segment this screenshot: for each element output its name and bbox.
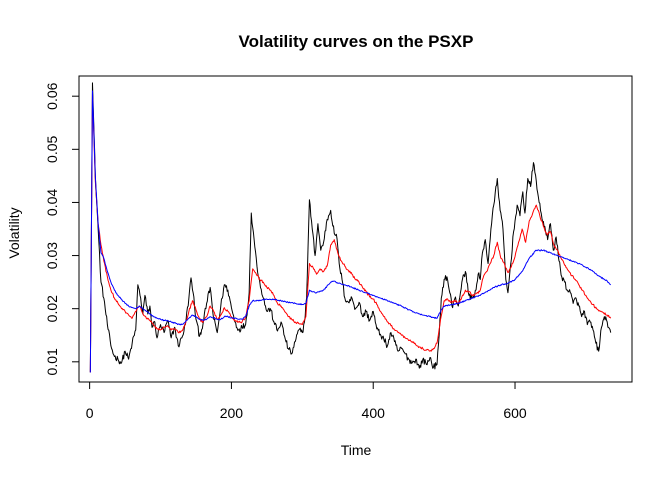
y-tick-label: 0.04 (44, 189, 60, 216)
series-line-black (89, 82, 612, 373)
y-axis-label: Volatility (6, 207, 22, 258)
y-tick-label: 0.05 (44, 135, 60, 162)
y-tick-label: 0.02 (44, 295, 60, 322)
y-tick-label: 0.06 (44, 82, 60, 109)
axes-layer: 0 200 400 600 0.01 0.02 0.03 0.04 0.05 0.06 (44, 82, 527, 421)
y-tick-label: 0.03 (44, 242, 60, 269)
x-tick-label: 600 (503, 405, 527, 421)
y-tick-label: 0.01 (44, 348, 60, 375)
x-tick-label: 200 (220, 405, 244, 421)
series-layer (89, 82, 612, 373)
x-tick-label: 0 (86, 405, 94, 421)
x-tick-label: 400 (362, 405, 386, 421)
x-axis-label: Time (341, 442, 372, 458)
series-line-blue (89, 90, 611, 373)
chart-title: Volatility curves on the PSXP (239, 32, 474, 51)
series-line-red (89, 93, 612, 373)
